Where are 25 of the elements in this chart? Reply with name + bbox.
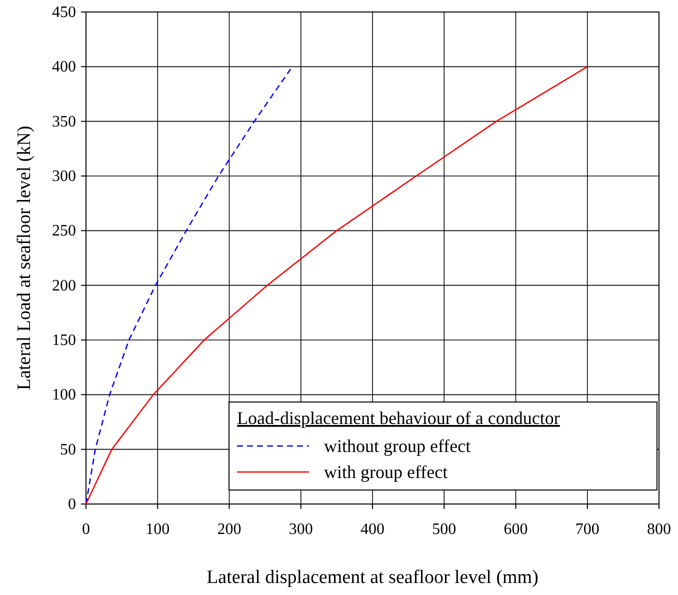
x-tick-label: 400	[360, 521, 384, 538]
y-tick-label: 300	[52, 168, 76, 185]
x-tick-label: 700	[575, 521, 600, 538]
legend-label: without group effect	[324, 436, 471, 456]
x-tick-label: 600	[504, 521, 528, 538]
y-tick-label: 50	[60, 441, 76, 458]
legend-label: with group effect	[324, 462, 448, 482]
y-axis-title: Lateral Load at seafloor level (kN)	[14, 126, 35, 390]
x-tick-label: 800	[647, 521, 671, 538]
y-tick-label: 450	[52, 4, 76, 21]
y-tick-label: 100	[52, 386, 76, 404]
y-tick-label: 200	[52, 277, 76, 294]
x-tick-label: 200	[217, 521, 242, 538]
legend-title: Load-displacement behaviour of a conductor	[237, 408, 560, 428]
y-tick-label: 250	[52, 222, 76, 240]
y-tick-label: 350	[52, 113, 76, 130]
x-tick-label: 500	[432, 521, 456, 538]
y-tick-label: 400	[52, 58, 76, 76]
y-tick-label: 0	[68, 496, 76, 513]
line-series	[85, 66, 588, 505]
x-axis-title: Lateral displacement at seafloor level (mm)	[206, 567, 538, 588]
y-tick-label: 150	[52, 332, 76, 349]
x-tick-label: 100	[146, 521, 170, 538]
x-tick-label: 300	[288, 521, 313, 538]
x-tick-label: 0	[82, 521, 90, 538]
